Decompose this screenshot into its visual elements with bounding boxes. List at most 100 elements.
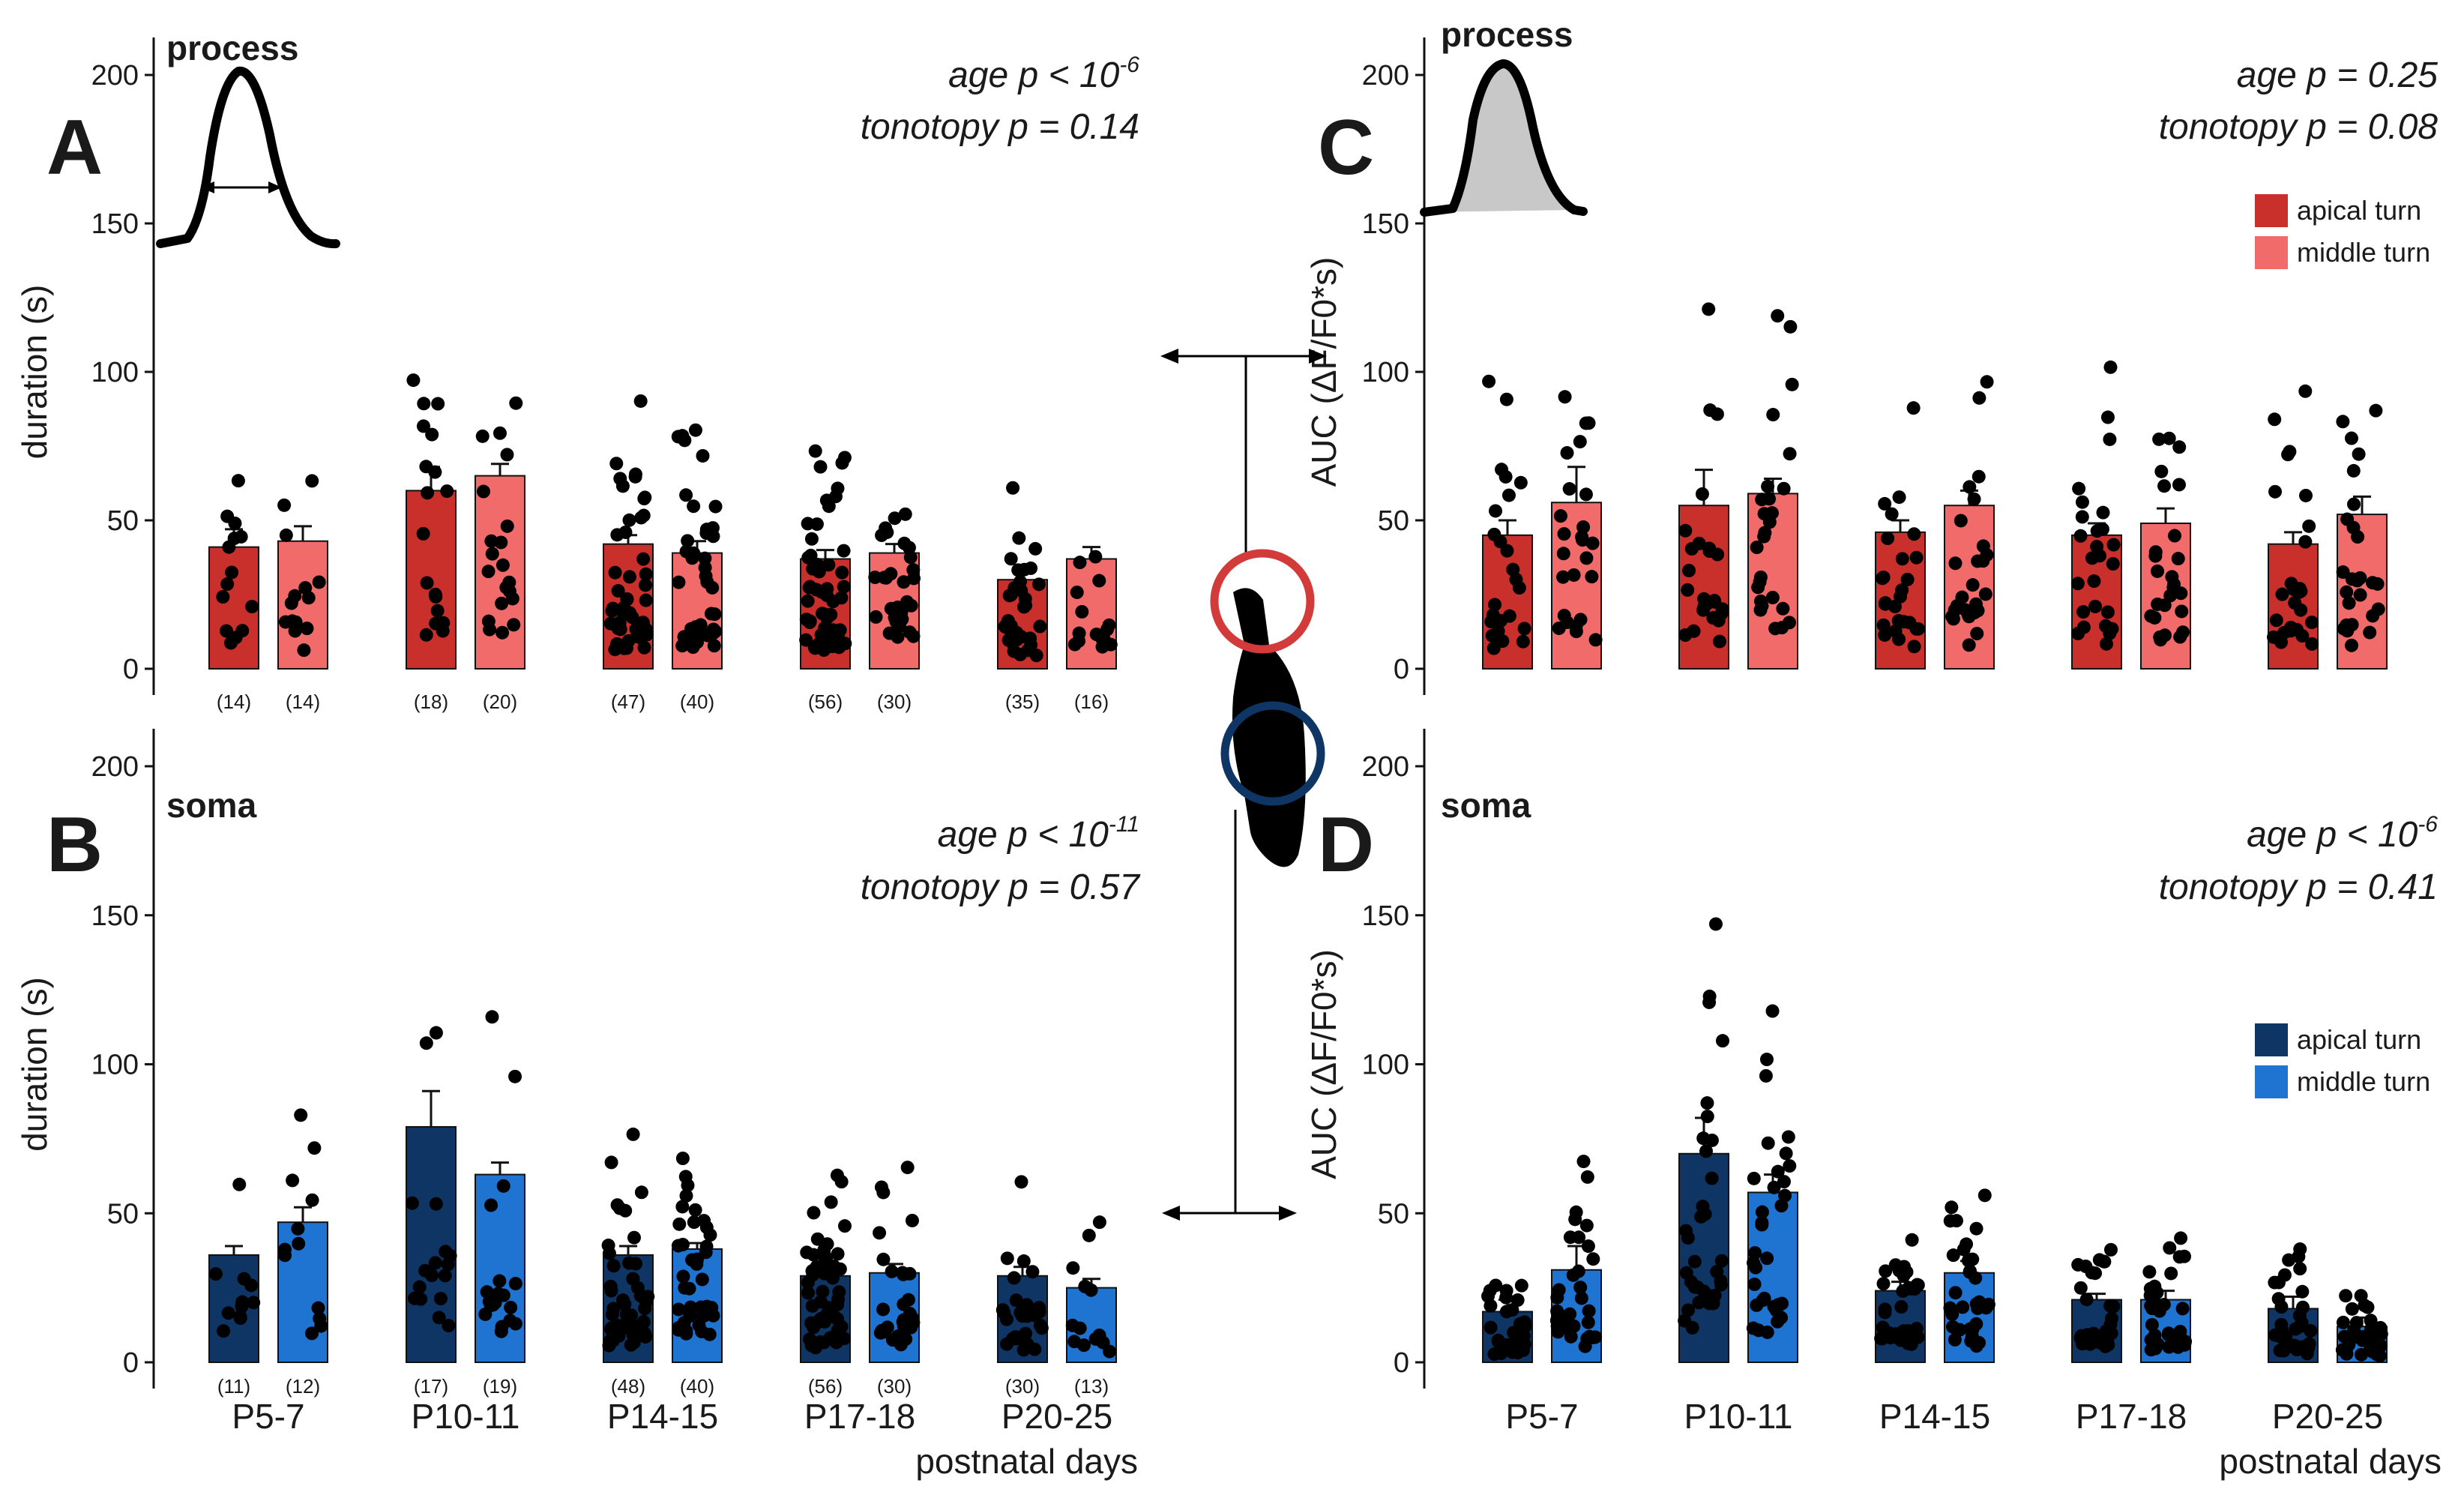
data-point [475, 429, 490, 443]
data-point [672, 1323, 686, 1337]
data-point [807, 1206, 821, 1220]
data-point [1082, 1228, 1096, 1242]
data-point [223, 636, 238, 650]
data-point [810, 1232, 825, 1246]
data-point [2339, 1344, 2353, 1359]
data-point [1972, 1335, 1986, 1350]
data-point [502, 575, 516, 589]
data-point [1710, 407, 1724, 421]
data-point [1706, 611, 1720, 625]
data-point [2075, 510, 2089, 524]
y-tick-label: 100 [1362, 357, 1409, 388]
y-axis-label: AUC (ΔF/F0*s) [1304, 257, 1343, 487]
data-point [636, 552, 651, 566]
data-point [606, 1259, 621, 1273]
data-point [1755, 1205, 1769, 1219]
data-point [2295, 629, 2310, 643]
data-point [1911, 1330, 1925, 1344]
data-point [817, 1250, 831, 1264]
duration-arrowhead-right [268, 181, 282, 193]
data-point [1748, 1246, 1762, 1260]
data-point [2106, 557, 2120, 571]
data-point [824, 1195, 838, 1209]
data-point [286, 1173, 300, 1188]
data-point [2148, 610, 2162, 625]
data-point [1894, 589, 1908, 604]
data-point [702, 1327, 717, 1341]
data-point [2090, 524, 2104, 538]
tonotopy-stat: tonotopy p = 0.41 [2159, 867, 2438, 907]
y-tick-label: 150 [1362, 208, 1409, 240]
data-point [689, 635, 703, 649]
data-point [1014, 630, 1028, 644]
data-point [1753, 603, 1768, 617]
data-point [1705, 1171, 1719, 1185]
data-point [634, 1185, 648, 1200]
data-point [433, 1292, 448, 1306]
duration-waveform-inset [156, 66, 340, 249]
data-point [1957, 1242, 1971, 1257]
duration-arrowhead-left [201, 181, 214, 193]
data-point [1028, 541, 1043, 556]
data-point [1019, 598, 1033, 613]
data-point [496, 1179, 510, 1193]
data-point [2298, 384, 2313, 398]
data-point [2346, 463, 2361, 478]
data-point [672, 1302, 686, 1317]
y-tick-label: 0 [123, 654, 139, 685]
data-point [2302, 519, 2316, 533]
data-point [1687, 1254, 1702, 1269]
data-point [2103, 432, 2117, 446]
data-point [1979, 1301, 1993, 1315]
data-point [2171, 1340, 2185, 1354]
y-tick-label: 0 [1394, 1347, 1409, 1379]
data-point [1574, 1291, 1588, 1305]
data-point [1962, 638, 1976, 652]
data-point [639, 567, 653, 581]
data-point [294, 1108, 308, 1122]
data-point [2175, 1302, 2190, 1316]
data-point [675, 1237, 690, 1251]
soma-arrowhead-left [1162, 1206, 1180, 1221]
data-point [807, 1248, 821, 1262]
data-point [2172, 478, 2186, 492]
data-point [1762, 492, 1777, 506]
data-point [830, 1168, 844, 1182]
data-point [699, 1239, 714, 1254]
legend-label: middle turn [2297, 1066, 2430, 1097]
data-point [897, 1297, 911, 1311]
data-point [278, 1248, 292, 1263]
data-point [305, 474, 319, 488]
data-point [1876, 571, 1890, 586]
data-point [2164, 1266, 2178, 1281]
data-point [900, 595, 914, 609]
data-point [2148, 549, 2163, 563]
data-point [906, 563, 921, 577]
data-point [708, 607, 722, 622]
data-point [1703, 1289, 1717, 1303]
data-point [1943, 1301, 1957, 1315]
data-point [1084, 1283, 1098, 1297]
data-point [1092, 1215, 1106, 1230]
data-point [627, 1230, 641, 1245]
data-point [1894, 1300, 1909, 1314]
data-point [1715, 1034, 1729, 1048]
tonotopy-stat: tonotopy p = 0.08 [2159, 107, 2439, 147]
data-point [1905, 1233, 1919, 1247]
data-point [1948, 1332, 1962, 1347]
data-point [700, 628, 714, 643]
data-point [681, 1179, 695, 1193]
y-tick-label: 50 [107, 1198, 139, 1230]
data-point [877, 571, 891, 585]
data-point [2152, 432, 2166, 446]
bar-middle [1066, 558, 1117, 670]
panel-title: soma [1441, 786, 1531, 825]
data-point [637, 640, 651, 655]
data-point [2178, 1249, 2192, 1263]
data-point [2076, 620, 2091, 634]
data-point [1765, 591, 1780, 605]
data-point [834, 591, 849, 605]
data-point [1493, 535, 1507, 549]
y-tick-label: 200 [91, 60, 139, 91]
data-point [697, 1214, 711, 1228]
